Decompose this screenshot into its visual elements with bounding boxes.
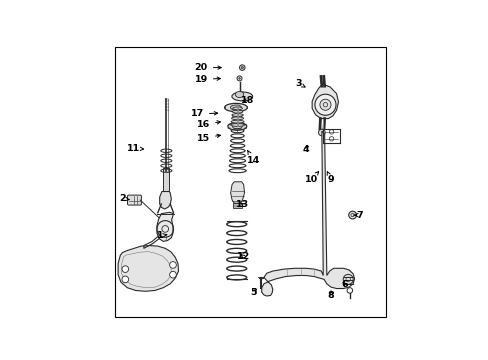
- Text: 15: 15: [197, 134, 220, 143]
- Bar: [233, 203, 241, 208]
- Polygon shape: [311, 85, 338, 118]
- Ellipse shape: [224, 103, 247, 112]
- Polygon shape: [157, 212, 173, 242]
- Text: 2: 2: [119, 194, 129, 203]
- Text: 1: 1: [157, 231, 166, 240]
- Text: 10: 10: [305, 171, 318, 184]
- Text: 3: 3: [294, 79, 305, 88]
- Text: 16: 16: [197, 120, 220, 129]
- Circle shape: [239, 65, 244, 70]
- Circle shape: [319, 99, 330, 110]
- Ellipse shape: [232, 114, 242, 118]
- Polygon shape: [261, 131, 354, 296]
- Circle shape: [237, 76, 242, 81]
- Polygon shape: [118, 246, 178, 291]
- FancyBboxPatch shape: [127, 195, 141, 205]
- Ellipse shape: [227, 122, 246, 130]
- Ellipse shape: [231, 92, 252, 101]
- Text: 9: 9: [326, 172, 334, 184]
- Ellipse shape: [232, 107, 242, 110]
- Text: 5: 5: [250, 288, 256, 297]
- Circle shape: [122, 266, 128, 273]
- Text: 7: 7: [353, 211, 363, 220]
- Ellipse shape: [235, 115, 239, 117]
- Circle shape: [314, 94, 335, 115]
- Ellipse shape: [231, 117, 243, 120]
- Circle shape: [318, 129, 325, 136]
- Ellipse shape: [232, 124, 242, 129]
- Circle shape: [343, 274, 352, 284]
- Text: 12: 12: [237, 252, 250, 261]
- Polygon shape: [160, 192, 171, 209]
- Ellipse shape: [230, 123, 244, 126]
- Ellipse shape: [231, 114, 243, 116]
- Text: 6: 6: [341, 280, 347, 289]
- Text: 8: 8: [327, 291, 334, 300]
- Ellipse shape: [231, 120, 244, 123]
- Text: 19: 19: [194, 75, 220, 84]
- Ellipse shape: [232, 110, 243, 113]
- Circle shape: [169, 271, 176, 278]
- Text: 14: 14: [246, 150, 260, 165]
- Circle shape: [238, 77, 240, 79]
- Circle shape: [122, 276, 128, 283]
- Ellipse shape: [230, 105, 241, 110]
- Text: 17: 17: [190, 109, 217, 118]
- Circle shape: [241, 67, 243, 69]
- Text: 11: 11: [127, 144, 143, 153]
- Circle shape: [169, 262, 176, 268]
- Text: 4: 4: [302, 145, 309, 154]
- Text: 20: 20: [194, 63, 221, 72]
- Ellipse shape: [235, 91, 243, 98]
- Circle shape: [348, 211, 356, 219]
- Bar: [163, 168, 169, 192]
- Text: 18: 18: [240, 96, 253, 105]
- Polygon shape: [230, 182, 244, 203]
- Text: 13: 13: [236, 200, 249, 209]
